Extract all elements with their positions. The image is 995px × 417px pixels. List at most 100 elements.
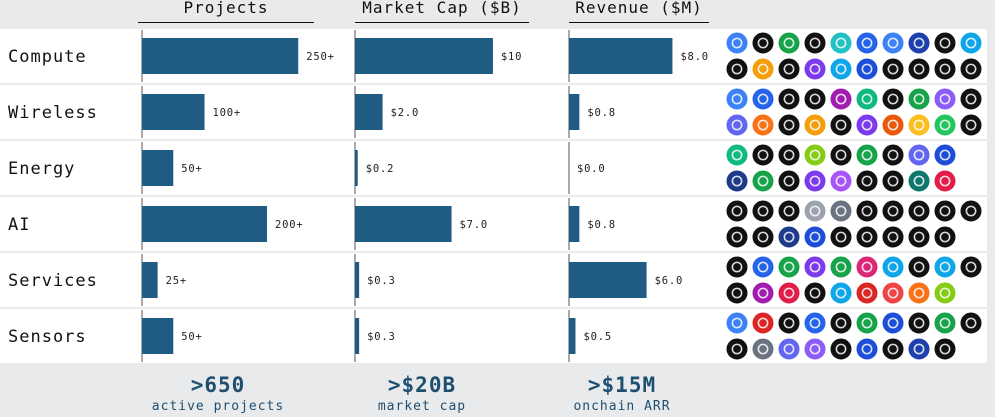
- project-logo-icon: [933, 311, 957, 335]
- project-logo-icon: [725, 57, 749, 81]
- project-logo-glyph-icon: [731, 287, 743, 299]
- project-logo-icon: [933, 337, 957, 361]
- project-logo-icon: [959, 113, 983, 137]
- project-logo-glyph-icon: [783, 317, 795, 329]
- bar-1-services: [355, 262, 360, 298]
- project-logo-icon: [725, 143, 749, 167]
- project-logo-glyph-icon: [887, 317, 899, 329]
- project-logo-icon: [881, 311, 905, 335]
- project-logo-icon: [959, 57, 983, 81]
- category-label-compute: Compute: [8, 47, 87, 67]
- project-logo-glyph-icon: [913, 175, 925, 187]
- project-logo-glyph-icon: [757, 119, 769, 131]
- project-logo-icon: [751, 143, 775, 167]
- project-logo-icon: [725, 199, 749, 223]
- project-logo-glyph-icon: [939, 149, 951, 161]
- project-logo-icon: [855, 143, 879, 167]
- project-logo-glyph-icon: [913, 93, 925, 105]
- project-logo-icon: [751, 113, 775, 137]
- project-logo-icon: [829, 169, 853, 193]
- project-logo-glyph-icon: [731, 343, 743, 355]
- bar-0-energy: [142, 150, 174, 186]
- project-logo-glyph-icon: [939, 287, 951, 299]
- project-logo-glyph-icon: [887, 37, 899, 49]
- project-logo-glyph-icon: [939, 37, 951, 49]
- project-logo-icon: [777, 31, 801, 55]
- project-logo-icon: [855, 281, 879, 305]
- bar-0-sensors: [142, 318, 174, 354]
- project-logo-icon: [933, 31, 957, 55]
- project-logo-icon: [881, 169, 905, 193]
- project-logo-glyph-icon: [913, 287, 925, 299]
- data-label-0-energy: 50+: [181, 163, 202, 175]
- project-logo-icon: [777, 87, 801, 111]
- project-logo-glyph-icon: [783, 93, 795, 105]
- data-label-1-compute: $10: [501, 51, 522, 63]
- project-logo-glyph-icon: [731, 231, 743, 243]
- projects-column-header: Projects: [138, 0, 314, 23]
- bar-2-ai: [569, 206, 580, 242]
- project-logo-icon: [751, 225, 775, 249]
- bar-1-sensors: [355, 318, 360, 354]
- project-logo-icon: [933, 143, 957, 167]
- project-logo-glyph-icon: [965, 37, 977, 49]
- project-logo-icon: [751, 31, 775, 55]
- project-logo-glyph-icon: [757, 317, 769, 329]
- project-logo-icon: [777, 255, 801, 279]
- project-logo-glyph-icon: [939, 63, 951, 75]
- project-logo-icon: [751, 337, 775, 361]
- project-logo-glyph-icon: [835, 343, 847, 355]
- project-logo-icon: [829, 113, 853, 137]
- project-logo-glyph-icon: [731, 149, 743, 161]
- project-logo-icon: [855, 337, 879, 361]
- summary-market-cap-label: market cap: [377, 399, 467, 414]
- project-logo-glyph-icon: [887, 231, 899, 243]
- data-label-1-sensors: $0.3: [367, 331, 396, 343]
- project-logo-glyph-icon: [965, 119, 977, 131]
- project-logo-icon: [881, 143, 905, 167]
- project-logo-icon: [959, 311, 983, 335]
- bar-1-ai: [355, 206, 452, 242]
- project-logo-icon: [777, 199, 801, 223]
- project-logo-icon: [959, 255, 983, 279]
- project-logo-icon: [907, 113, 931, 137]
- project-logo-glyph-icon: [731, 175, 743, 187]
- project-logo-icon: [907, 255, 931, 279]
- project-logo-glyph-icon: [835, 149, 847, 161]
- data-label-2-wireless: $0.8: [587, 107, 616, 119]
- data-label-2-services: $6.0: [655, 275, 684, 287]
- project-logo-glyph-icon: [861, 261, 873, 273]
- project-logo-glyph-icon: [939, 119, 951, 131]
- category-label-sensors: Sensors: [8, 327, 87, 347]
- project-logo-glyph-icon: [887, 261, 899, 273]
- project-logo-glyph-icon: [757, 231, 769, 243]
- project-logo-glyph-icon: [757, 287, 769, 299]
- bar-1-wireless: [355, 94, 383, 130]
- project-logo-icon: [881, 87, 905, 111]
- project-logo-icon: [855, 87, 879, 111]
- project-logo-icon: [803, 337, 827, 361]
- project-logo-icon: [933, 281, 957, 305]
- project-logo-icon: [855, 113, 879, 137]
- project-logo-glyph-icon: [783, 343, 795, 355]
- project-logo-icon: [803, 143, 827, 167]
- project-logo-glyph-icon: [731, 205, 743, 217]
- project-logo-glyph-icon: [887, 205, 899, 217]
- project-logo-glyph-icon: [809, 261, 821, 273]
- project-logo-icon: [933, 169, 957, 193]
- summary-market-cap: >$20B market cap: [322, 373, 522, 414]
- project-logo-glyph-icon: [861, 175, 873, 187]
- project-logo-icon: [803, 311, 827, 335]
- project-logo-glyph-icon: [783, 119, 795, 131]
- project-logo-icon: [933, 57, 957, 81]
- project-logo-glyph-icon: [861, 37, 873, 49]
- project-logo-glyph-icon: [939, 175, 951, 187]
- project-logo-glyph-icon: [939, 343, 951, 355]
- project-logo-icon: [959, 87, 983, 111]
- sector-chart: Compute 250+ $10 $8.0 Wireless 100+ $2.0 $0.8 En…: [0, 29, 987, 363]
- project-logo-glyph-icon: [887, 343, 899, 355]
- project-logo-glyph-icon: [939, 93, 951, 105]
- data-label-1-energy: $0.2: [366, 163, 395, 175]
- bar-2-wireless: [569, 94, 580, 130]
- project-logo-icon: [751, 281, 775, 305]
